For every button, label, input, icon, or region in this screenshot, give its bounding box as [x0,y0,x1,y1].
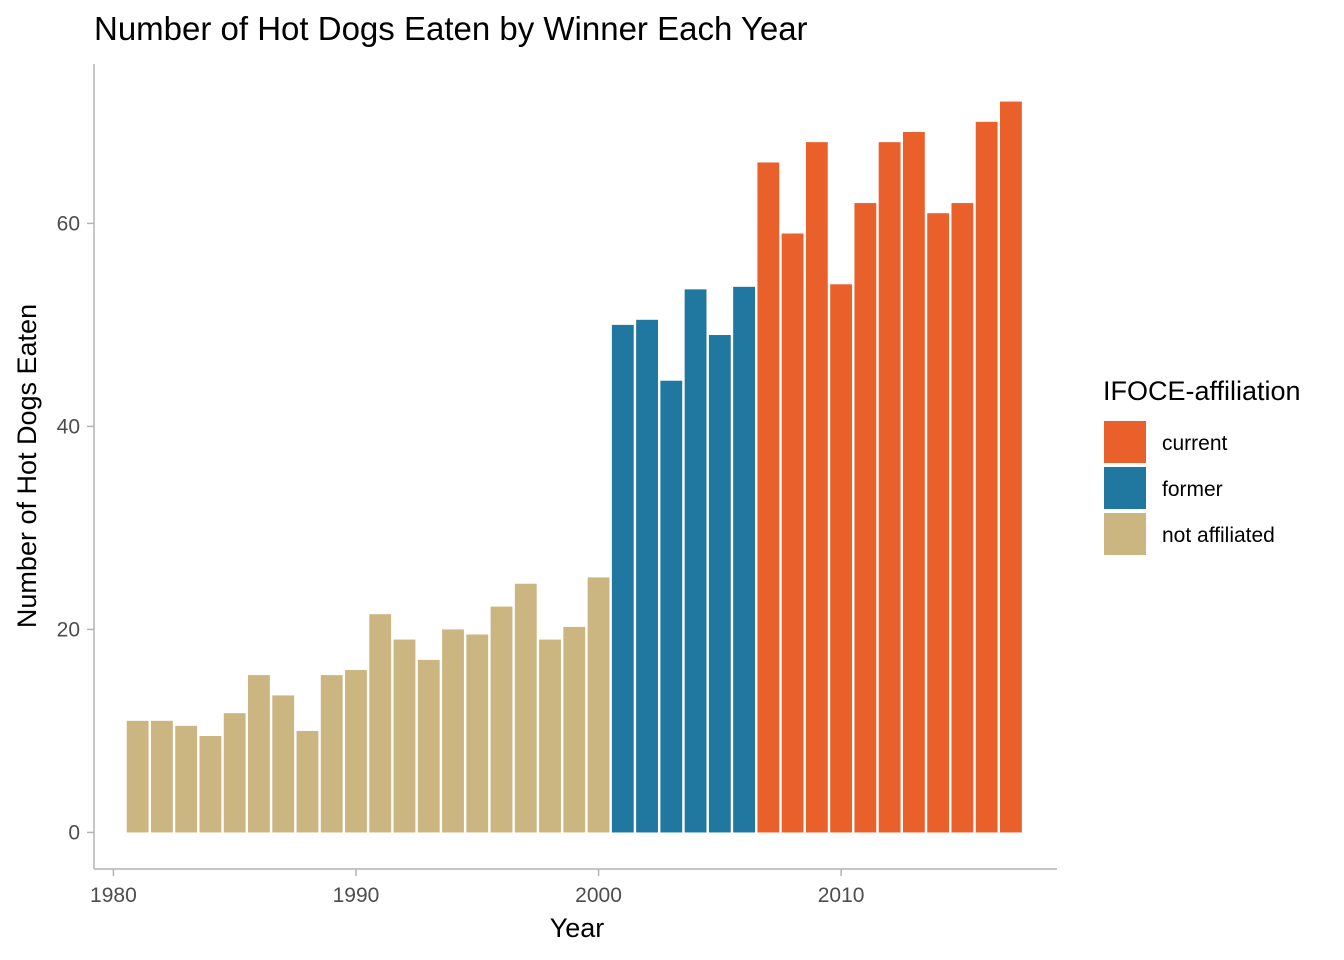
bar-2004 [684,289,707,833]
y-tick-label: 60 [57,212,80,235]
x-axis-title: Year [550,913,605,943]
bar-1995 [466,634,489,833]
legend-swatch-not-affiliated [1104,513,1146,555]
x-ticks: 1980 1990 2000 2010 [90,869,864,907]
legend-title: IFOCE-affiliation [1103,376,1301,406]
bar-1997 [514,583,537,833]
bar-1992 [393,639,416,833]
bar-1982 [151,720,173,833]
bar-2015 [951,203,974,833]
bar-1981 [126,720,149,833]
bar-2013 [902,132,925,833]
bar-1985 [223,713,246,833]
bar-2008 [781,233,804,833]
bar-2001 [611,324,634,833]
bar-1989 [320,675,343,833]
bar-1993 [417,659,440,833]
legend-label-not-affiliated: not affiliated [1162,524,1275,547]
bar-1999 [563,626,586,833]
bar-2017 [1000,101,1022,833]
bar-2014 [927,213,950,833]
legend-entries: current former not affiliated [1104,421,1275,555]
bar-1990 [345,670,367,833]
x-tick-label: 1990 [333,884,380,907]
bar-2002 [636,319,658,833]
bar-2011 [854,203,877,833]
legend-swatch-current [1104,421,1146,463]
x-tick-label: 1980 [90,884,137,907]
chart-title: Number of Hot Dogs Eaten by Winner Each … [94,10,808,47]
bar-1991 [369,614,392,833]
bar-1998 [539,639,561,833]
bar-1987 [272,695,295,833]
legend-label-current: current [1162,432,1228,455]
legend-label-former: former [1162,478,1223,501]
bar-2016 [975,121,998,833]
bar-1984 [199,736,222,833]
bar-2009 [805,142,828,833]
bar-2012 [878,142,901,833]
bar-1986 [248,675,270,833]
bar-2005 [708,335,731,833]
y-tick-label: 0 [68,821,80,844]
bar-2010 [830,284,853,833]
legend-swatch-former [1104,467,1146,509]
bars-layer [126,101,1022,833]
bar-1994 [442,629,464,833]
y-tick-label: 40 [57,415,80,438]
bar-1983 [175,725,198,833]
bar-2007 [757,162,780,833]
y-axis-title: Number of Hot Dogs Eaten [12,304,42,628]
legend: IFOCE-affiliation current former not affil… [1103,376,1301,555]
bar-2006 [733,286,755,833]
x-tick-label: 2010 [818,884,865,907]
bar-1988 [296,730,319,833]
x-tick-label: 2000 [575,884,622,907]
y-ticks: 0 20 40 60 [57,212,94,844]
bar-2000 [587,577,610,833]
bar-2003 [660,380,683,833]
y-tick-label: 20 [57,618,80,641]
bar-1996 [490,606,513,833]
